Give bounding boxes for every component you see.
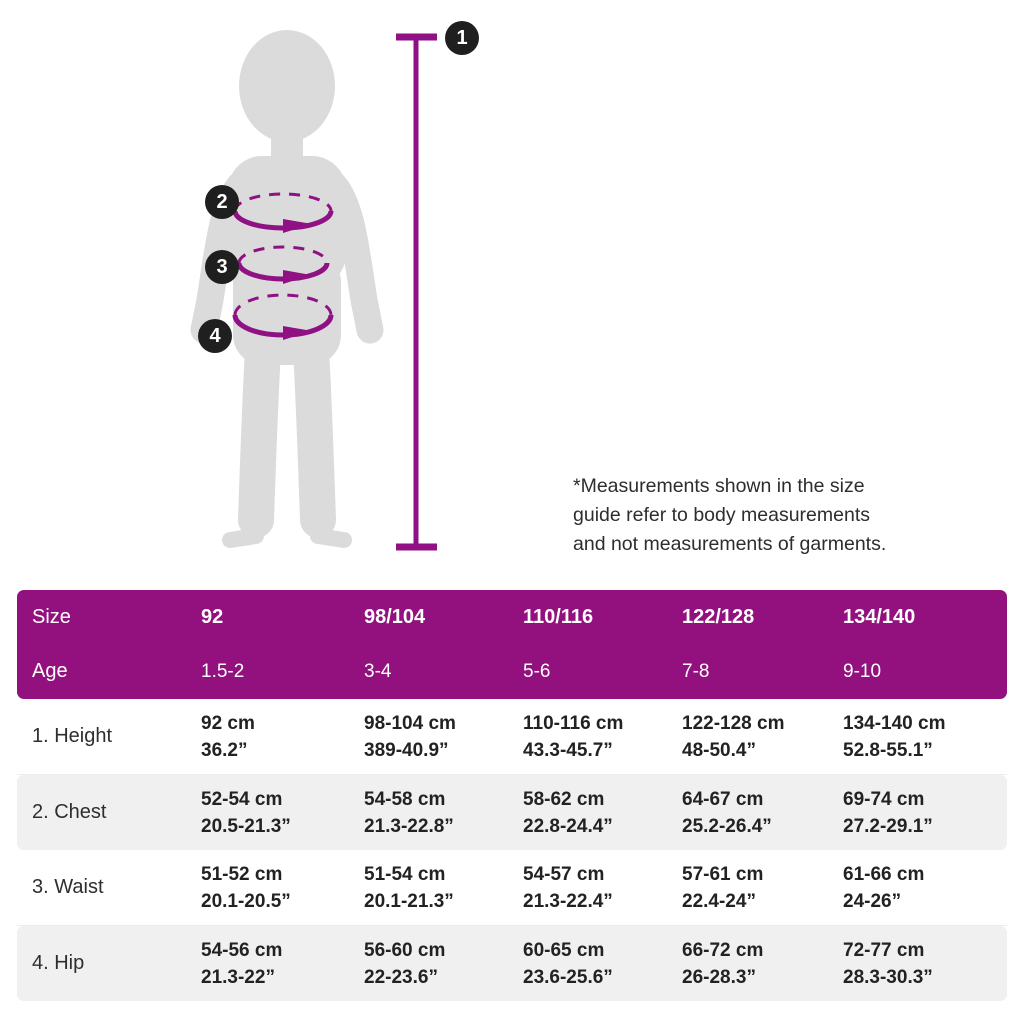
chest-arrowhead	[283, 219, 312, 233]
table-row-height: 1. Height 92 cm 36.2” 98-104 cm 389-40.9” …	[17, 699, 1007, 775]
table-cell: 58-62 cm 22.8-24.4”	[523, 788, 613, 837]
table-row-hip: 4. Hip 54-56 cm 21.3-22” 56-60 cm 22-23.6”…	[17, 926, 1007, 1001]
badge-label: 1	[456, 27, 468, 49]
row-label: 4. Hip	[32, 952, 85, 974]
size-value: 134/140	[843, 606, 916, 628]
badge-hip-4: 4	[198, 319, 232, 353]
waist-arrowhead	[283, 270, 311, 284]
note-line: and not measurements of garments.	[573, 533, 887, 555]
table-cell: 54-57 cm 21.3-22.4”	[523, 863, 613, 912]
table-cell: 72-77 cm 28.3-30.3”	[843, 939, 933, 988]
table-cell: 92 cm 36.2”	[201, 712, 255, 761]
table-row-waist: 3. Waist 51-52 cm 20.1-20.5” 51-54 cm 20.1…	[17, 850, 1007, 926]
measurement-note: *Measurements shown in the size guide re…	[573, 472, 1023, 559]
age-header-row: Age 1.5-2 3-4 5-6 7-8 9-10	[17, 645, 1007, 699]
table-cell: 61-66 cm 24-26”	[843, 863, 925, 912]
size-value: 92	[201, 606, 224, 628]
badge-label: 4	[209, 325, 221, 347]
size-table: Size 92 98/104 110/116 122/128 134/140 A…	[17, 590, 1007, 1001]
age-value: 9-10	[843, 660, 882, 682]
table-cell: 110-116 cm 43.3-45.7”	[523, 712, 624, 761]
table-cell: 134-140 cm 52.8-55.1”	[843, 712, 946, 761]
table-cell: 66-72 cm 26-28.3”	[682, 939, 764, 988]
size-guide-diagram	[190, 30, 437, 551]
table-cell: 51-52 cm 20.1-20.5”	[201, 863, 291, 912]
chest-measure-ellipse	[232, 192, 334, 233]
waist-measure-ellipse	[236, 245, 330, 284]
child-silhouette	[190, 30, 384, 548]
size-value: 98/104	[364, 606, 426, 628]
badge-chest-2: 2	[205, 185, 239, 219]
note-line: *Measurements shown in the size	[573, 475, 865, 497]
age-value: 3-4	[364, 660, 392, 682]
age-value: 1.5-2	[201, 660, 245, 682]
badge-label: 2	[216, 191, 228, 213]
table-cell: 54-58 cm 21.3-22.8”	[364, 788, 454, 837]
table-cell: 122-128 cm 48-50.4”	[682, 712, 785, 761]
size-value: 110/116	[523, 606, 594, 628]
row-label: 1. Height	[32, 725, 113, 747]
badge-waist-3: 3	[205, 250, 239, 284]
table-cell: 64-67 cm 25.2-26.4”	[682, 788, 772, 837]
table-row-chest: 2. Chest 52-54 cm 20.5-21.3” 54-58 cm 21.3…	[17, 775, 1007, 850]
table-cell: 98-104 cm 389-40.9”	[364, 712, 456, 761]
age-value: 7-8	[682, 660, 710, 682]
note-line: guide refer to body measurements	[573, 504, 870, 526]
size-table-header: Size 92 98/104 110/116 122/128 134/140 A…	[17, 590, 1007, 699]
row-label: 2. Chest	[32, 801, 107, 823]
table-cell: 69-74 cm 27.2-29.1”	[843, 788, 933, 837]
hip-measure-ellipse	[232, 293, 334, 340]
age-label: Age	[32, 660, 68, 682]
table-cell: 57-61 cm 22.4-24”	[682, 863, 764, 912]
table-cell: 60-65 cm 23.6-25.6”	[523, 939, 613, 988]
row-label: 3. Waist	[32, 876, 104, 898]
size-header-row: Size 92 98/104 110/116 122/128 134/140	[17, 591, 1007, 645]
height-measure-line	[396, 33, 437, 551]
table-cell: 52-54 cm 20.5-21.3”	[201, 788, 291, 837]
badge-height-1: 1	[445, 21, 479, 55]
table-cell: 54-56 cm 21.3-22”	[201, 939, 283, 988]
size-value: 122/128	[682, 606, 755, 628]
table-cell: 51-54 cm 20.1-21.3”	[364, 863, 454, 912]
table-cell: 56-60 cm 22-23.6”	[364, 939, 446, 988]
size-label: Size	[32, 606, 71, 628]
hip-arrowhead	[283, 326, 312, 340]
age-value: 5-6	[523, 660, 551, 682]
badge-label: 3	[216, 256, 228, 278]
